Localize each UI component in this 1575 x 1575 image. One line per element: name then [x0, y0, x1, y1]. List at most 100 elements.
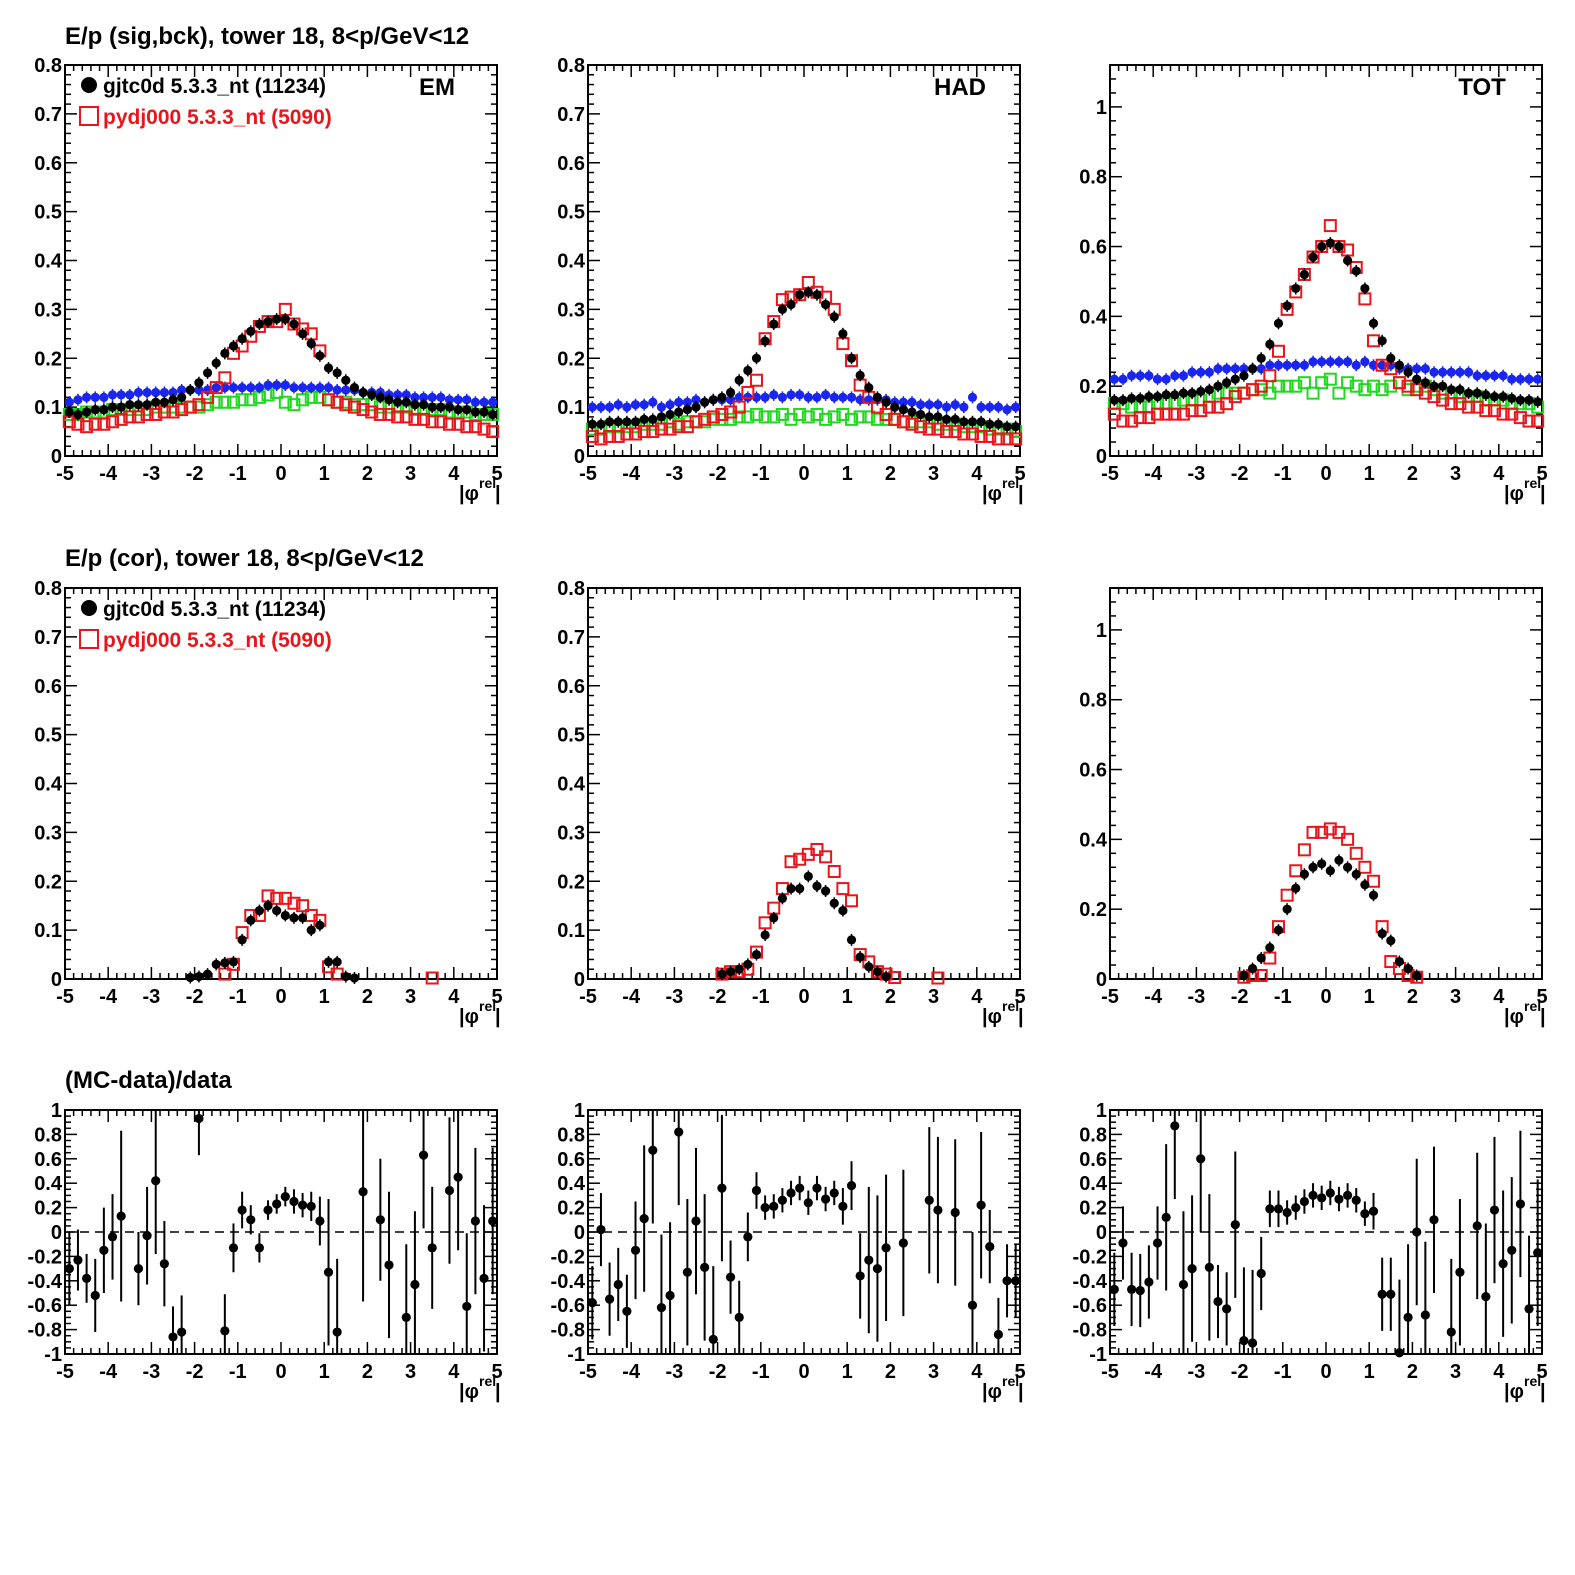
- data-point: [1360, 1209, 1370, 1219]
- series-1: [218, 889, 439, 985]
- data-point: [306, 338, 316, 349]
- data-point: [941, 414, 952, 424]
- data-point: [237, 382, 247, 393]
- data-point: [829, 392, 839, 402]
- y-tick-label: 0.3: [557, 299, 585, 321]
- data-point: [967, 392, 978, 402]
- data-point: [1472, 371, 1482, 381]
- data-point-mc: [1487, 404, 1501, 418]
- data-point: [1230, 374, 1240, 384]
- series-0: [64, 313, 498, 421]
- data-point-mc: [226, 395, 240, 409]
- data-point: [410, 400, 420, 410]
- x-tick-label: -2: [1231, 986, 1249, 1008]
- data-point-mc: [382, 407, 396, 421]
- data-point: [700, 397, 710, 407]
- data-point-mc: [1280, 379, 1294, 393]
- data-point-mc: [758, 916, 772, 930]
- panel-3-had: -5 -4 -3 -2 -1 0 1 2 3 4 5-1-0.8-0.6-0.4-0.200.20.…: [551, 1100, 1026, 1403]
- data-point: [1394, 360, 1405, 370]
- data-point: [444, 1185, 455, 1196]
- data-point: [708, 395, 718, 405]
- y-tick-label: 0.1: [557, 397, 585, 419]
- data-point: [142, 400, 152, 410]
- y-tick-label: 0.8: [1079, 167, 1107, 189]
- data-point: [323, 363, 334, 373]
- data-point-mc: [209, 381, 223, 395]
- data-point: [349, 973, 360, 983]
- x-axis-label-end: |: [495, 483, 501, 505]
- y-tick-label: -0.8: [28, 1320, 62, 1342]
- data-point-mc: [1479, 404, 1493, 418]
- data-point: [1438, 381, 1448, 391]
- data-point: [1002, 422, 1012, 432]
- x-tick-label: 3: [405, 986, 416, 1008]
- data-point: [1429, 381, 1439, 391]
- data-point-mc: [1194, 404, 1208, 418]
- data-point: [786, 299, 796, 310]
- data-point: [622, 1306, 632, 1316]
- data-point: [587, 419, 597, 429]
- series-1: [62, 302, 500, 439]
- data-point: [743, 959, 753, 969]
- x-axis-label: |φ: [982, 483, 1002, 505]
- data-point-mc: [1254, 379, 1268, 393]
- data-point: [1334, 357, 1344, 367]
- data-point-mc: [1444, 397, 1458, 411]
- x-tick-label: -3: [666, 463, 684, 485]
- data-point: [1463, 388, 1474, 398]
- y-tick-label: 0: [1096, 969, 1107, 991]
- data-point: [803, 392, 813, 402]
- data-point-mc: [1436, 393, 1450, 407]
- y-tick-label: 0.6: [34, 153, 62, 175]
- data-point: [855, 952, 865, 962]
- data-point-mc: [322, 393, 336, 407]
- y-tick-label: 0.7: [557, 104, 585, 126]
- data-point-mc: [974, 429, 988, 443]
- y-tick-label: 0: [1096, 446, 1107, 468]
- data-point-mc: [1367, 379, 1381, 393]
- data-point: [605, 402, 615, 412]
- data-point-mc: [1246, 383, 1260, 397]
- data-point: [1334, 855, 1344, 865]
- x-tick-label: -4: [1144, 463, 1163, 485]
- x-tick-label: -5: [1101, 986, 1119, 1008]
- x-tick-label: 0: [798, 463, 809, 485]
- data-point: [393, 397, 403, 407]
- data-point-mc: [1142, 411, 1156, 425]
- x-tick-label: -1: [229, 986, 247, 1008]
- data-point: [375, 1215, 385, 1225]
- data-point: [1152, 392, 1163, 402]
- y-tick-label: 0.4: [1079, 1173, 1108, 1195]
- data-point: [596, 419, 606, 429]
- data-point: [1463, 367, 1474, 377]
- data-point: [202, 969, 213, 979]
- data-point: [1412, 374, 1422, 384]
- y-tick-label: 0.6: [34, 1149, 62, 1171]
- x-tick-label: 5: [491, 986, 502, 1008]
- x-tick-label: 3: [1450, 986, 1461, 1008]
- data-point-mc: [1289, 864, 1303, 878]
- x-tick-label: -5: [56, 1361, 74, 1383]
- data-point: [254, 905, 264, 916]
- data-point: [933, 400, 943, 410]
- data-point: [924, 1195, 934, 1205]
- data-point: [985, 402, 995, 412]
- data-point: [1135, 393, 1145, 403]
- data-point: [665, 409, 675, 420]
- data-point: [639, 414, 649, 424]
- axes-frame: [587, 587, 1021, 980]
- data-point: [1256, 953, 1266, 963]
- y-tick-label: 0.6: [557, 676, 585, 698]
- data-point: [470, 407, 480, 417]
- data-point-mc: [749, 407, 763, 421]
- data-point: [1481, 371, 1491, 381]
- data-point: [1187, 367, 1197, 377]
- data-point: [246, 326, 256, 336]
- x-tick-label: 4: [448, 463, 460, 485]
- data-point: [682, 397, 692, 407]
- data-point: [1256, 353, 1266, 363]
- data-point: [613, 1279, 623, 1290]
- data-point-mc: [940, 425, 954, 439]
